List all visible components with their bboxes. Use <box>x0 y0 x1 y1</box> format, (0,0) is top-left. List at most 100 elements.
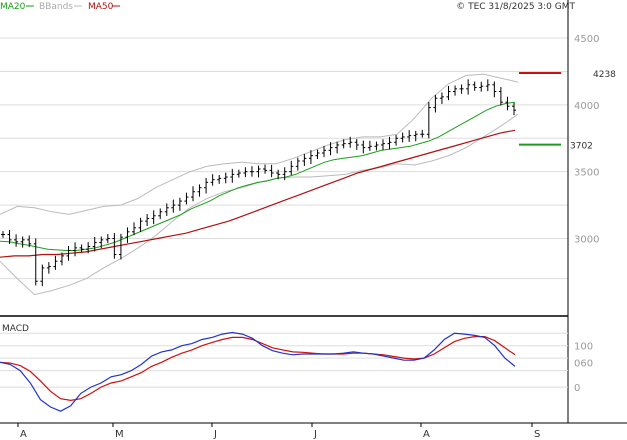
ma50-line <box>0 129 516 258</box>
price-bar <box>145 214 150 227</box>
price-bar <box>59 252 64 266</box>
price-bar <box>164 203 169 216</box>
price-bar <box>472 81 477 91</box>
price-bar <box>73 242 78 257</box>
price-bar <box>243 167 248 178</box>
x-tick-label: A <box>20 429 27 440</box>
price-bar <box>348 136 353 148</box>
price-bar <box>328 142 333 156</box>
price-bar <box>66 246 71 261</box>
price-bar <box>387 136 392 150</box>
price-bar <box>302 153 307 166</box>
price-bar <box>335 141 340 154</box>
price-y-tick-label: 3500 <box>574 168 599 179</box>
bbands-upper-line <box>0 73 519 215</box>
legend-ma20: MA20 <box>0 2 26 12</box>
price-y-tick-label: 4500 <box>574 34 599 45</box>
price-bar <box>33 238 38 286</box>
price-bar <box>118 233 123 260</box>
macd-y-axis: 100 060 0 <box>574 342 593 394</box>
macd-y-tick-label: 0 <box>574 383 580 394</box>
price-bar <box>407 130 412 142</box>
price-bar <box>210 174 215 186</box>
resistance-label: 4238 <box>593 70 616 80</box>
price-bar <box>400 132 405 143</box>
price-y-axis: 3000 3500 4000 4500 <box>574 34 599 245</box>
price-bar <box>492 81 497 98</box>
price-bar <box>236 169 241 178</box>
x-tick-label: J <box>313 429 317 440</box>
price-bar <box>105 234 110 244</box>
price-bar <box>125 227 130 243</box>
price-bar <box>40 264 45 287</box>
x-tick-label: A <box>423 429 430 440</box>
price-bar <box>420 129 425 138</box>
price-bar <box>158 208 163 220</box>
macd-panel: MACD 100 060 0 <box>0 324 593 412</box>
price-bar <box>46 262 51 274</box>
price-bar <box>453 85 458 96</box>
price-bar <box>282 167 287 181</box>
price-bar <box>439 92 444 104</box>
x-tick-label: S <box>534 429 540 440</box>
price-bar <box>505 96 510 111</box>
price-bar <box>479 81 484 92</box>
price-bar <box>204 177 209 194</box>
price-bar <box>86 242 91 254</box>
price-bar <box>184 192 189 205</box>
price-y-tick-label: 3000 <box>574 235 599 246</box>
price-bar <box>361 140 366 154</box>
price-bar <box>7 230 12 244</box>
price-bars <box>1 79 516 287</box>
price-bar <box>99 236 104 249</box>
legend-bbands: BBands <box>39 2 73 12</box>
price-bar <box>512 102 516 116</box>
price-bar <box>79 244 84 253</box>
price-bar <box>433 94 438 113</box>
price-bar <box>249 166 254 177</box>
macd-y-tick-label: 100 <box>574 342 593 353</box>
price-bar <box>295 157 300 171</box>
price-bar <box>171 199 176 213</box>
bbands-lower-line <box>0 113 519 296</box>
price-bar <box>190 186 195 202</box>
price-bar <box>413 130 418 142</box>
price-bar <box>380 139 385 150</box>
macd-title: MACD <box>2 324 29 334</box>
price-bar <box>177 197 182 211</box>
price-bar <box>322 145 327 158</box>
price-bar <box>230 168 235 183</box>
price-bar <box>289 160 294 176</box>
price-bar <box>14 234 19 247</box>
price-bar <box>263 164 268 174</box>
price-bar <box>1 231 5 238</box>
price-levels: 4238 3702 <box>519 70 616 152</box>
price-y-tick-label: 4000 <box>574 101 599 112</box>
price-panel: 3000 3500 4000 4500 4238 3702 <box>0 34 616 296</box>
price-bar <box>446 86 451 101</box>
price-bar <box>112 233 117 259</box>
price-bar <box>53 255 58 270</box>
macd-grid <box>0 332 568 388</box>
price-bar <box>354 138 359 150</box>
macd-line <box>0 331 516 412</box>
price-bar <box>256 165 261 178</box>
macd-y-tick-label: 060 <box>574 358 593 369</box>
price-bar <box>308 150 313 165</box>
price-bar <box>426 102 431 139</box>
price-bar <box>276 169 281 180</box>
price-bar <box>27 235 32 248</box>
price-bar <box>394 134 399 146</box>
copyright-label: © TEC 31/8/2025 3:0 GMT <box>456 2 575 12</box>
price-bar <box>269 164 274 178</box>
price-bar <box>341 139 346 149</box>
price-bar <box>20 236 25 248</box>
price-bar <box>315 149 320 159</box>
ma20-line <box>0 101 516 251</box>
x-tick-label: M <box>115 429 124 440</box>
legend-ma50: MA50 <box>88 2 114 12</box>
price-bar <box>138 217 143 232</box>
price-bar <box>459 84 464 94</box>
